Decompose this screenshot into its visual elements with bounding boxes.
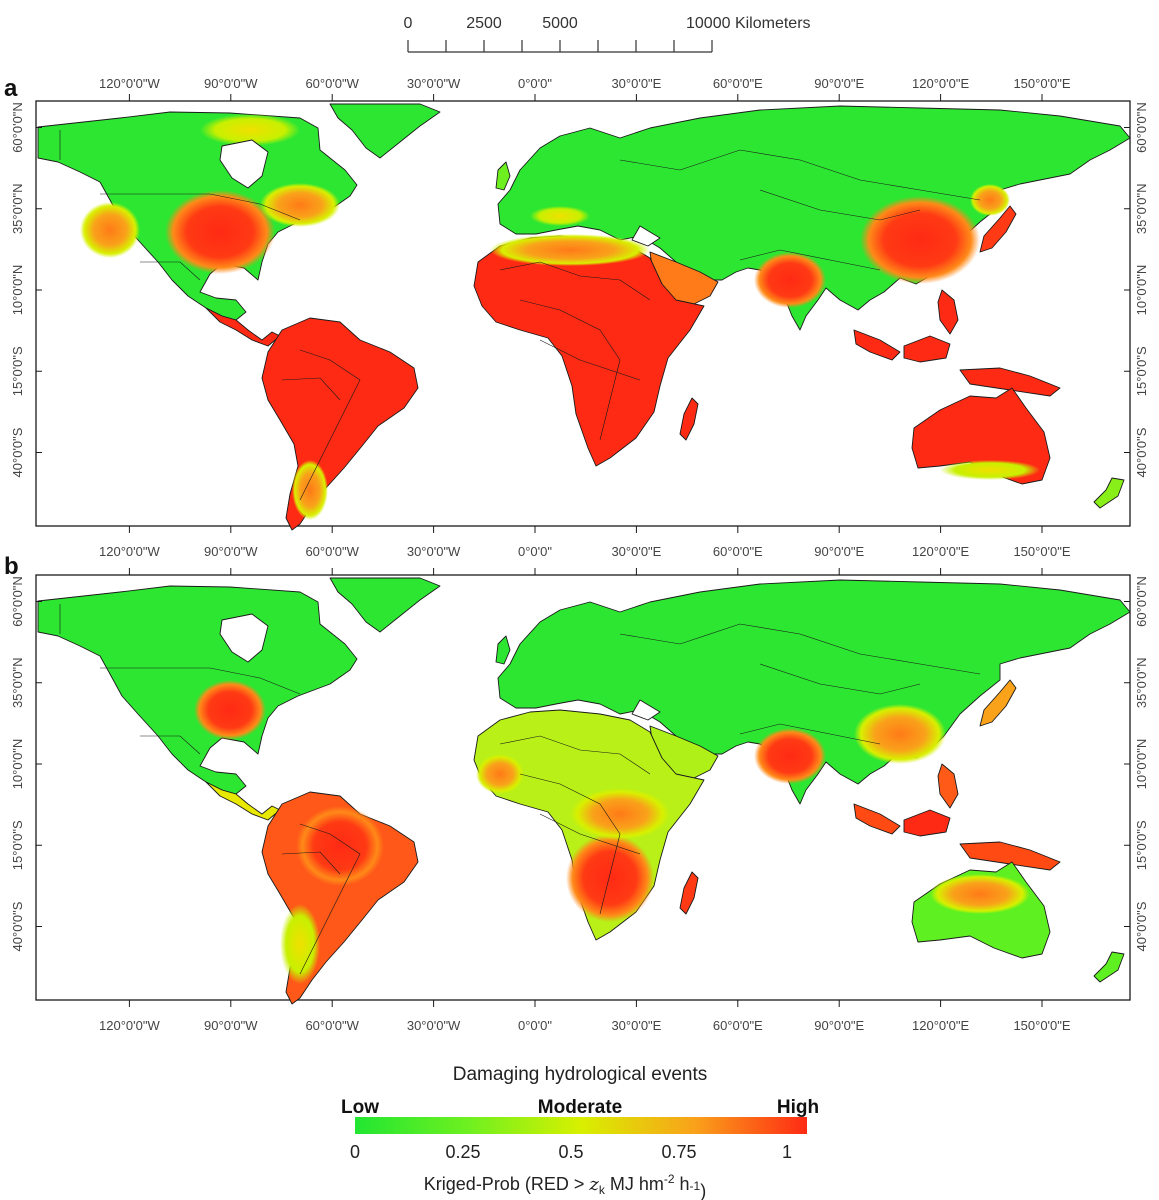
longitude-label: 120°0'0"W (99, 1018, 160, 1033)
longitude-label: 120°0'0"W (99, 76, 160, 91)
latitude-label: 35°0'0"N (1134, 657, 1149, 708)
longitude-label: 60°0'0"W (305, 1018, 359, 1033)
hotspots-b (194, 680, 1030, 984)
longitude-label: 90°0'0"W (204, 544, 258, 559)
scale-bar: 0 2500 5000 10000 Kilometers (404, 15, 811, 53)
legend-tick-label: 0 (350, 1142, 360, 1162)
latitude-label: 60°0'0"N (1134, 576, 1149, 627)
longitude-labels: 120°0'0"W 120°0'0"W 120°0'0"W 90°0'0"W 90°0'… (99, 76, 1071, 1033)
latitude-label: 15°0'0"S (1134, 820, 1149, 870)
latitude-label: 10°0'0"N (10, 739, 25, 790)
longitude-label: 30°0'0"W (407, 1018, 461, 1033)
panel-letter-b: b (4, 553, 19, 580)
scale-bar-ticks (407, 40, 713, 52)
scale-label-5000: 5000 (542, 15, 578, 32)
latitude-label: 40°0'0"S (10, 427, 25, 477)
hudson-bay-a (219, 139, 661, 247)
longitude-label: 30°0'0"W (407, 76, 461, 91)
longitude-label: 0°0'0" (518, 1018, 552, 1033)
longitude-label: 120°0'0"E (912, 1018, 969, 1033)
latitude-label: 35°0'0"N (10, 657, 25, 708)
legend-tick-label: 0.25 (445, 1142, 480, 1162)
longitude-label: 60°0'0"E (713, 76, 763, 91)
legend-tick-label: 1 (782, 1142, 792, 1162)
legend-tick-label: 0.5 (558, 1142, 583, 1162)
longitude-label: 60°0'0"W (305, 76, 359, 91)
longitude-label: 0°0'0" (518, 76, 552, 91)
latitude-label: 40°0'0"S (10, 901, 25, 951)
longitude-label: 90°0'0"E (814, 544, 864, 559)
longitude-label: 120°0'0"E (912, 544, 969, 559)
latitude-label: 60°0'0"N (1134, 102, 1149, 153)
legend-ticks: 0 0.25 0.5 0.75 1 (350, 1142, 792, 1162)
longitude-label: 120°0'0"E (912, 76, 969, 91)
latitude-label: 35°0'0"N (1134, 183, 1149, 234)
latitude-label: 10°0'0"N (10, 265, 25, 316)
legend-low-label: Low (341, 1097, 379, 1118)
latitude-label: 60°0'0"N (10, 102, 25, 153)
longitude-label: 30°0'0"E (611, 76, 661, 91)
hudson-bay-b (219, 613, 661, 721)
latitude-label: 40°0'0"S (1134, 901, 1149, 951)
legend-title: Damaging hydrological events (453, 1064, 708, 1085)
legend-axis-label: Kriged-Prob (RED > zk MJ hm-2 h-1) (424, 1172, 706, 1200)
scale-label-2500: 2500 (466, 15, 502, 32)
latitude-label: 15°0'0"S (10, 346, 25, 396)
longitude-label: 60°0'0"E (713, 544, 763, 559)
country-borders-b (59, 604, 981, 975)
longitude-label: 90°0'0"W (204, 76, 258, 91)
latitude-label: 40°0'0"S (1134, 427, 1149, 477)
longitude-label: 30°0'0"E (611, 544, 661, 559)
longitude-label: 90°0'0"E (814, 76, 864, 91)
latitude-labels: 60°0'0"N 60°0'0"N 35°0'0"N 35°0'0"N 10°0'0"N… (10, 102, 1149, 951)
map-panel-b (35, 574, 1131, 1005)
longitude-label: 150°0'0"E (1013, 1018, 1070, 1033)
longitude-label: 150°0'0"E (1013, 544, 1070, 559)
latitude-label: 15°0'0"S (10, 820, 25, 870)
latitude-label: 60°0'0"N (10, 576, 25, 627)
scale-label-10000: 10000 Kilometers (686, 15, 811, 32)
country-borders-a (59, 130, 981, 501)
map-panel-a (35, 100, 1131, 531)
longitude-label: 90°0'0"W (204, 1018, 258, 1033)
legend: Damaging hydrological events Low Moderat… (341, 1064, 819, 1200)
longitude-label: 120°0'0"W (99, 544, 160, 559)
longitude-label: 60°0'0"E (713, 1018, 763, 1033)
latitude-label: 10°0'0"N (1134, 739, 1149, 790)
latitude-label: 15°0'0"S (1134, 346, 1149, 396)
hotspots-a (80, 114, 1040, 520)
latitude-label: 10°0'0"N (1134, 265, 1149, 316)
longitude-label: 60°0'0"W (305, 544, 359, 559)
legend-tick-label: 0.75 (661, 1142, 696, 1162)
longitude-label: 30°0'0"W (407, 544, 461, 559)
latitude-label: 35°0'0"N (10, 183, 25, 234)
legend-color-bar (355, 1117, 807, 1134)
panel-letter-a: a (4, 75, 18, 102)
longitude-label: 30°0'0"E (611, 1018, 661, 1033)
legend-high-label: High (777, 1097, 819, 1118)
scale-label-0: 0 (404, 15, 413, 32)
legend-moderate-label: Moderate (538, 1097, 622, 1118)
longitude-label: 90°0'0"E (814, 1018, 864, 1033)
longitude-label: 150°0'0"E (1013, 76, 1070, 91)
longitude-label: 0°0'0" (518, 544, 552, 559)
